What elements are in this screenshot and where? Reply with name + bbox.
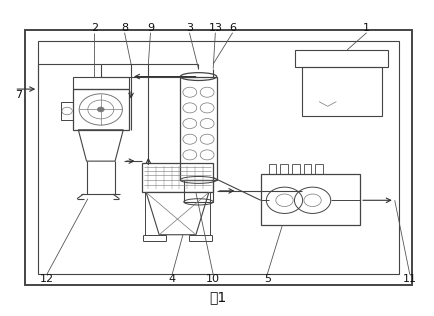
Text: 8: 8 xyxy=(121,23,128,33)
Text: 11: 11 xyxy=(402,274,416,283)
Bar xyxy=(38,40,398,274)
Text: 5: 5 xyxy=(263,274,270,283)
Bar xyxy=(268,164,276,174)
Bar xyxy=(315,164,322,174)
Text: 3: 3 xyxy=(185,23,192,33)
Bar xyxy=(260,174,359,225)
Text: 10: 10 xyxy=(206,274,220,283)
Text: 4: 4 xyxy=(168,274,175,283)
Bar xyxy=(279,164,287,174)
Bar xyxy=(25,30,411,285)
Text: 2: 2 xyxy=(91,23,98,33)
Bar xyxy=(301,67,381,116)
Bar xyxy=(183,180,213,202)
Circle shape xyxy=(97,107,104,112)
Text: 7: 7 xyxy=(15,90,22,100)
Text: 12: 12 xyxy=(39,274,54,283)
Bar xyxy=(61,102,73,120)
Text: 6: 6 xyxy=(229,23,236,33)
Text: 13: 13 xyxy=(208,23,222,33)
Text: 图1: 图1 xyxy=(208,290,226,304)
Bar xyxy=(72,89,128,130)
Text: 9: 9 xyxy=(147,23,154,33)
Bar xyxy=(303,164,311,174)
Text: 1: 1 xyxy=(362,23,369,33)
Bar xyxy=(141,163,213,192)
Bar xyxy=(291,164,299,174)
Bar xyxy=(295,50,387,67)
Bar xyxy=(180,76,216,180)
Bar xyxy=(72,77,128,89)
